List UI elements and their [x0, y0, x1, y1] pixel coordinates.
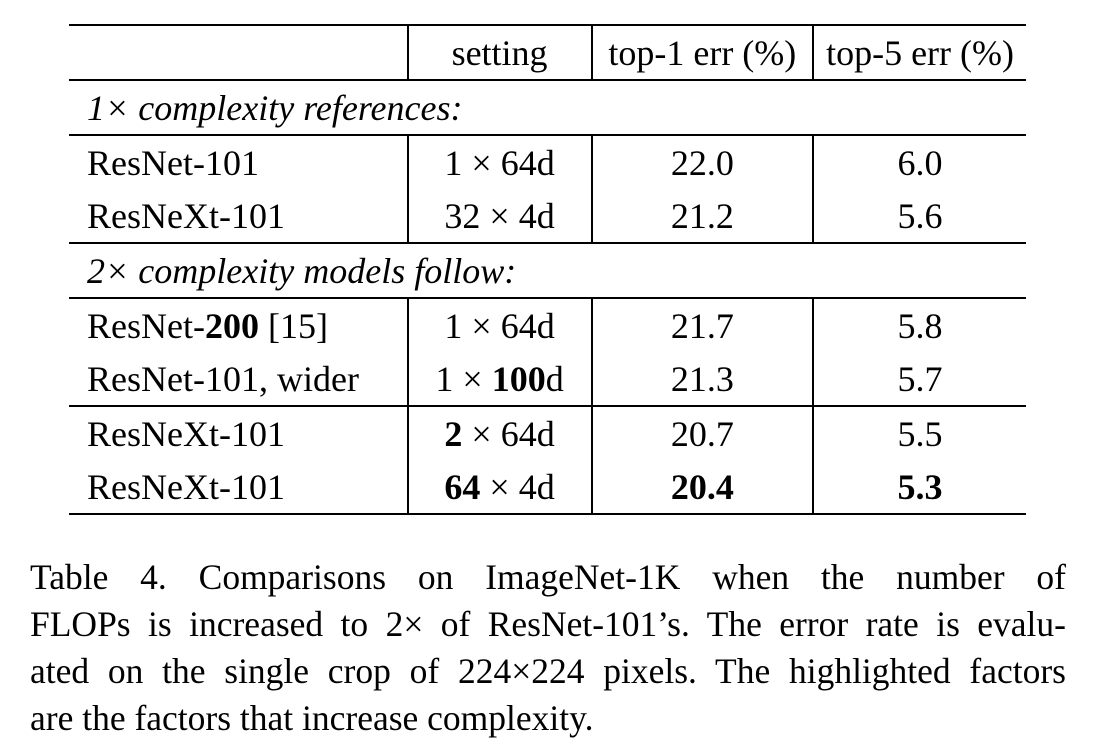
table-row: ResNeXt-101 64 × 4d 20.4 5.3 — [69, 460, 1026, 515]
group-label: 1× complexity references: — [69, 79, 1026, 135]
header-model — [69, 24, 408, 80]
setting-cell: 32 × 4d — [406, 189, 592, 243]
group-heading-1x: 1× complexity references: — [69, 79, 1026, 135]
top5-cell: 5.6 — [812, 189, 1026, 243]
table-caption: Table 4. Comparisons on ImageNet-1K when… — [30, 554, 1066, 742]
table-row: ResNet-200 [15] 1 × 64d 21.7 5.8 — [69, 297, 1026, 352]
header-setting: setting — [406, 24, 592, 80]
model-cell: ResNet-101 — [69, 134, 408, 189]
setting-cell: 1 × 64d — [406, 134, 592, 189]
top5-cell: 5.3 — [812, 460, 1026, 515]
model-cell: ResNet-200 [15] — [69, 297, 408, 352]
table-header-row: setting top-1 err (%) top-5 err (%) — [69, 24, 1026, 80]
top1-cell: 22.0 — [590, 134, 814, 189]
top1-cell: 20.7 — [590, 405, 814, 460]
caption-line: ated on the single crop of 224×224 pixel… — [30, 651, 1066, 691]
top5-cell: 5.7 — [812, 352, 1026, 406]
top5-cell: 5.5 — [812, 405, 1026, 460]
table-row: ResNeXt-101 32 × 4d 21.2 5.6 — [69, 189, 1026, 243]
caption-line: are the factors that increase complexity… — [30, 698, 594, 738]
top1-cell: 21.7 — [590, 297, 814, 352]
model-cell: ResNeXt-101 — [69, 405, 408, 460]
caption-line: Table 4. Comparisons on ImageNet-1K when… — [30, 557, 1066, 597]
setting-cell: 1 × 100d — [406, 352, 592, 406]
top1-cell: 20.4 — [590, 460, 814, 515]
header-top1-err: top-1 err (%) — [590, 24, 814, 80]
setting-cell: 2 × 64d — [406, 405, 592, 460]
header-top5-err: top-5 err (%) — [812, 24, 1026, 80]
table-row: ResNet-101, wider 1 × 100d 21.3 5.7 — [69, 352, 1026, 406]
top5-cell: 6.0 — [812, 134, 1026, 189]
results-table: setting top-1 err (%) top-5 err (%) 1× c… — [69, 24, 1026, 515]
group-heading-2x: 2× complexity models follow: — [69, 242, 1026, 298]
top5-cell: 5.8 — [812, 297, 1026, 352]
group-label: 2× complexity models follow: — [69, 242, 1026, 298]
model-cell: ResNet-101, wider — [87, 358, 359, 399]
top1-cell: 21.3 — [590, 352, 814, 406]
table-row: ResNet-101 1 × 64d 22.0 6.0 — [69, 134, 1026, 189]
model-cell: ResNeXt-101 — [87, 195, 285, 236]
caption-line: FLOPs is increased to 2× of ResNet-101’s… — [30, 604, 1066, 644]
model-cell: ResNeXt-101 — [69, 460, 408, 515]
setting-cell: 64 × 4d — [406, 460, 592, 515]
top1-cell: 21.2 — [590, 189, 814, 243]
table-row: ResNeXt-101 2 × 64d 20.7 5.5 — [69, 405, 1026, 460]
setting-cell: 1 × 64d — [406, 297, 592, 352]
